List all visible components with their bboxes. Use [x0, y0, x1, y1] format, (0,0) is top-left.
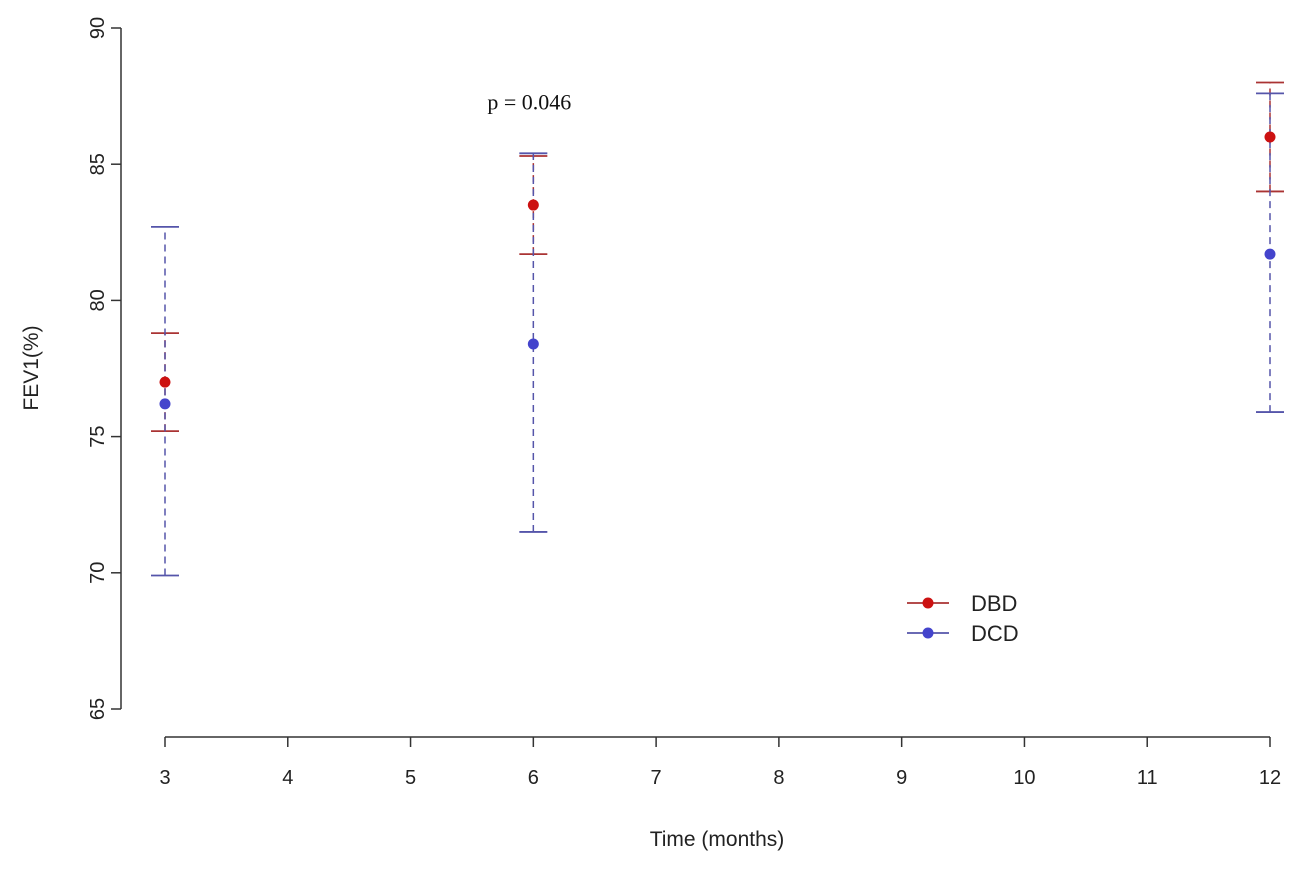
y-tick-label: 80: [87, 289, 109, 311]
data-point: [527, 199, 539, 211]
p-value-annotation: p = 0.046: [487, 90, 571, 115]
x-axis: 3 4 5 6 7 8 9 10 11 12: [159, 736, 1281, 789]
x-tick-label: 6: [528, 767, 539, 789]
x-axis-label: Time (months): [650, 828, 785, 851]
x-tick-label: 11: [1137, 767, 1158, 789]
x-tick-label: 3: [159, 767, 170, 789]
legend-label: DCD: [971, 621, 1019, 646]
y-tick-label: 75: [87, 425, 109, 447]
data-point: [159, 398, 171, 410]
y-tick-label: 70: [87, 562, 109, 584]
data-point: [159, 376, 171, 388]
series-dcd: [151, 92, 1284, 577]
x-tick-label: 12: [1259, 767, 1281, 789]
y-axis: 65 70 75 80 85 90: [87, 17, 122, 720]
points-dcd: [159, 248, 1276, 410]
series-dbd: [151, 81, 1284, 433]
data-point: [527, 338, 539, 350]
legend-marker: [922, 627, 934, 639]
legend-label: DBD: [971, 591, 1017, 616]
error-bar: [519, 152, 548, 533]
x-tick-label: 8: [773, 767, 784, 789]
legend-marker: [922, 597, 934, 609]
y-tick-label: 65: [87, 698, 109, 720]
x-tick-label: 4: [282, 767, 293, 789]
legend-item-dbd: DBD: [907, 591, 1017, 616]
x-tick-label: 5: [405, 767, 416, 789]
data-point: [1264, 248, 1276, 260]
y-tick-label: 85: [87, 153, 109, 175]
y-axis-label: FEV1(%): [20, 325, 43, 410]
x-tick-label: 7: [651, 767, 662, 789]
series-layer: [151, 81, 1284, 577]
x-tick-label: 9: [896, 767, 907, 789]
x-tick-label: 10: [1013, 767, 1035, 789]
points-dbd: [159, 131, 1276, 388]
legend-item-dcd: DCD: [907, 621, 1019, 646]
legend: DBD DCD: [907, 591, 1019, 646]
y-tick-label: 90: [87, 17, 109, 39]
data-point: [1264, 131, 1276, 143]
